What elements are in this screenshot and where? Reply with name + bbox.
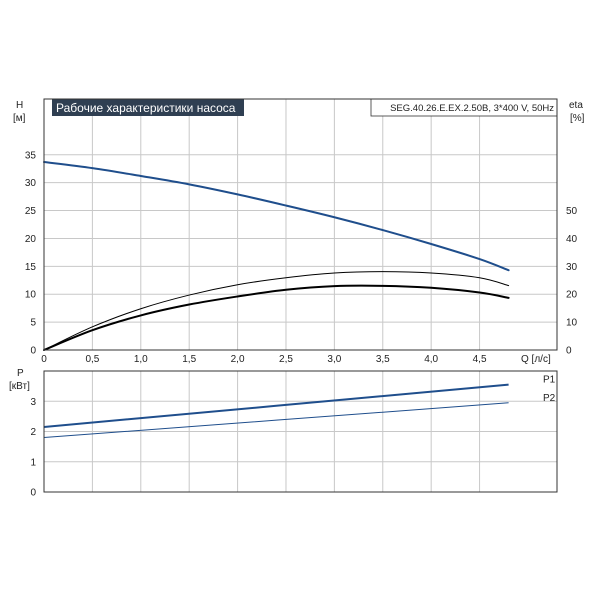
efficiency-curve-1	[43, 271, 510, 351]
y-axis-left-label: H	[16, 100, 23, 111]
power-tick-label: 2	[30, 427, 36, 438]
bottom-plot-frame	[43, 370, 558, 493]
y-tick-label-left: 15	[25, 262, 37, 273]
power-tick-label: 1	[30, 457, 36, 468]
x-tick-label: 2,0	[231, 354, 245, 365]
head-curve	[43, 161, 510, 272]
top-plot-frame	[43, 98, 558, 351]
x-tick-label: 1,5	[182, 354, 196, 365]
curve-layer	[43, 161, 510, 439]
efficiency-curve-2	[43, 284, 510, 351]
power-curve-p2	[43, 402, 509, 439]
power-curve-p1	[43, 383, 509, 428]
axis-layer: 0 0,5 1,0 1,5 2,0 2,5 3,0 3,5 4,0 4,5051015202530…	[25, 150, 578, 498]
y-tick-label-right: 0	[566, 346, 572, 357]
y-axis-right-unit: [%]	[570, 113, 585, 124]
x-axis-label: Q [л/с]	[521, 354, 551, 365]
y-tick-label-left: 30	[25, 178, 37, 189]
y-tick-label-right: 50	[566, 206, 578, 217]
y-tick-label-right: 40	[566, 234, 578, 245]
y-tick-label-right: 30	[566, 262, 578, 273]
y-axis-right-label: eta	[569, 100, 583, 111]
x-tick-label: 3,0	[327, 354, 341, 365]
x-tick-label: 3,5	[376, 354, 390, 365]
power-series-label-p1: P1	[543, 375, 556, 386]
x-tick-label: 4,5	[473, 354, 487, 365]
power-axis-label: P	[17, 368, 24, 379]
title-box	[52, 99, 244, 116]
x-tick-label: 2,5	[279, 354, 293, 365]
y-tick-label-left: 10	[25, 290, 37, 301]
model-label: SEG.40.26.E.EX.2.50B, 3*400 V, 50Hz	[390, 103, 554, 114]
power-tick-label: 0	[30, 488, 36, 499]
x-tick-label: 0	[41, 354, 47, 365]
y-axis-left-unit: [м]	[13, 113, 26, 124]
power-tick-label: 3	[30, 397, 36, 408]
power-axis-unit: [кВт]	[9, 381, 30, 392]
y-tick-label-right: 10	[566, 318, 578, 329]
y-tick-label-left: 0	[30, 346, 36, 357]
power-series-label-p2: P2	[543, 393, 556, 404]
y-tick-label-left: 5	[30, 318, 36, 329]
x-tick-label: 1,0	[134, 354, 148, 365]
y-tick-label-left: 20	[25, 234, 37, 245]
y-tick-label-left: 25	[25, 206, 37, 217]
chart-title: Рабочие характеристики насоса	[56, 101, 236, 115]
x-tick-label: 0,5	[85, 354, 99, 365]
x-tick-label: 4,0	[424, 354, 438, 365]
y-tick-label-right: 20	[566, 290, 578, 301]
y-tick-label-left: 35	[25, 150, 37, 161]
